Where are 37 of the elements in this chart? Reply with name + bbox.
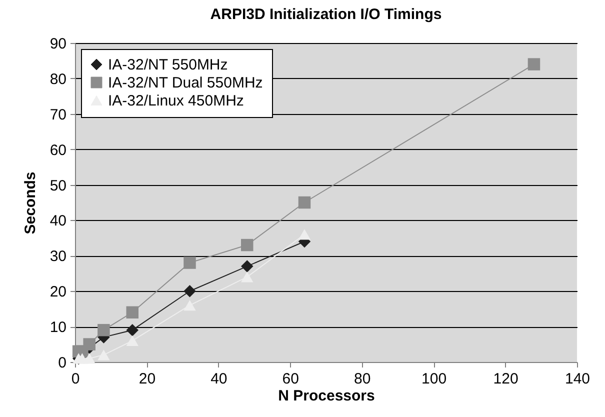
x-tick-label: 140 — [564, 370, 590, 388]
y-tick-label: 70 — [50, 106, 66, 124]
y-axis-title: Seconds — [22, 172, 39, 234]
point — [98, 324, 110, 336]
legend-label: IA-32/NT 550MHz — [108, 56, 228, 74]
y-tick-label: 80 — [50, 70, 66, 88]
x-axis-title: N Processors — [278, 388, 375, 404]
x-tick-label: 0 — [71, 370, 80, 388]
y-tick-label: 60 — [50, 142, 66, 159]
y-tick-label: 90 — [50, 36, 66, 52]
y-tick-label: 10 — [50, 319, 66, 336]
point — [184, 256, 196, 269]
x-tick-label: 40 — [210, 370, 228, 388]
legend-label: IA-32/NT Dual 550MHz — [108, 74, 263, 92]
point — [240, 272, 254, 282]
x-tick-label: 60 — [282, 370, 299, 388]
point — [126, 306, 138, 318]
point — [298, 196, 311, 209]
y-tick-label: 40 — [50, 212, 66, 230]
x-tick-label: 100 — [422, 370, 447, 388]
point — [298, 229, 311, 240]
x-tick-label: 20 — [138, 370, 156, 388]
point — [98, 350, 110, 360]
point — [240, 260, 254, 272]
y-tick-label: 20 — [50, 284, 66, 301]
y-tick-label: 30 — [50, 248, 66, 266]
y-tick-label: 0 — [58, 354, 66, 372]
y-tick-label: 50 — [50, 177, 66, 194]
x-tick-label: 120 — [493, 370, 518, 388]
point — [126, 324, 138, 336]
chart-title: ARPI3D Initialization I/O Timings — [210, 6, 442, 23]
point — [184, 284, 196, 298]
point — [528, 58, 540, 70]
point — [126, 335, 138, 346]
point — [240, 238, 254, 252]
legend-label: IA-32/Linux 450MHz — [108, 92, 244, 110]
x-tick-label: 80 — [354, 370, 371, 388]
